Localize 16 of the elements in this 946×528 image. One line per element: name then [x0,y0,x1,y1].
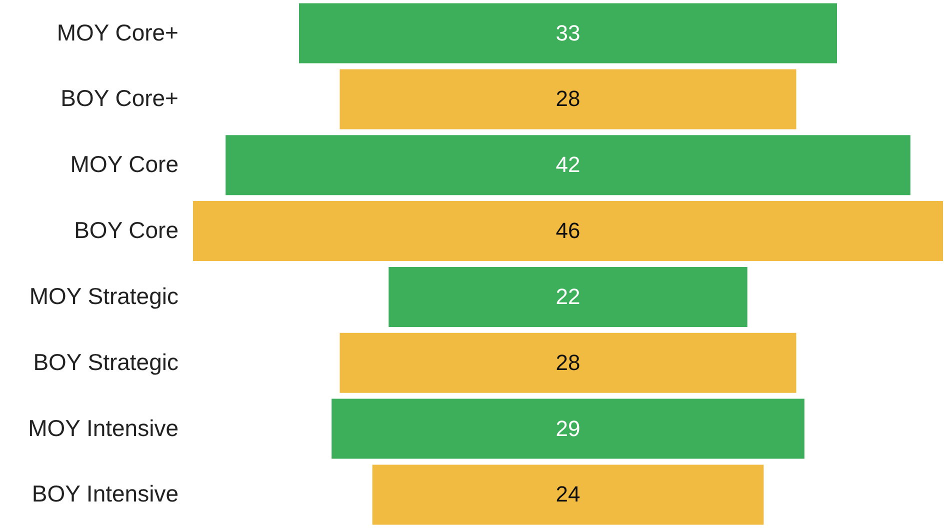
data-label: 33 [556,20,580,46]
category-label: MOY Intensive [28,414,178,441]
data-label: 28 [556,350,580,375]
category-label: MOY Core [70,151,178,178]
category-label: MOY Strategic [29,282,178,309]
category-label: MOY Core+ [56,19,178,46]
category-label: BOY Core+ [60,85,178,112]
category-label: BOY Intensive [32,480,178,507]
category-label: BOY Strategic [33,348,178,375]
category-label: BOY Core [74,217,178,244]
data-label: 24 [556,482,580,507]
data-label: 22 [556,284,580,309]
data-label: 29 [556,416,580,441]
data-label: 28 [556,86,580,112]
data-label: 46 [556,218,580,244]
data-label: 42 [556,152,580,178]
